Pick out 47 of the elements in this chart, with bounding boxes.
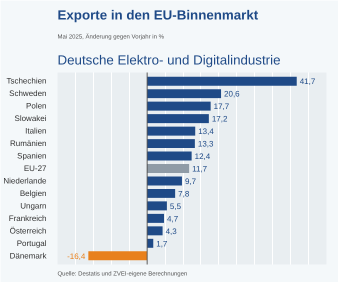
bar — [88, 251, 148, 260]
bar — [147, 76, 297, 86]
bar — [147, 164, 190, 173]
y-tick-label: Rumänien — [10, 139, 47, 148]
data-label: 5,5 — [170, 202, 182, 211]
data-label: 41,7 — [300, 77, 316, 86]
y-tick-label: Schweden — [9, 89, 46, 98]
bar — [147, 188, 176, 198]
y-tick-label: Belgien — [20, 188, 46, 198]
chart-title: Exporte in den EU-Binnenmarkt — [58, 8, 259, 22]
data-label: 17,7 — [214, 102, 230, 112]
bar — [147, 102, 211, 111]
bar — [147, 139, 195, 148]
data-label: 1,7 — [156, 239, 168, 248]
y-tick-label: Dänemark — [10, 251, 48, 260]
data-label: 13,4 — [198, 127, 214, 136]
y-tick-label: Frankreich — [8, 214, 47, 223]
y-tick-label: EU-27 — [24, 164, 48, 173]
y-tick-label: Ungarn — [20, 201, 47, 210]
bar — [147, 214, 164, 223]
bar — [147, 114, 209, 124]
y-tick-label: Niederlande — [3, 176, 48, 186]
data-label: 4,7 — [167, 214, 179, 224]
bar — [147, 238, 154, 248]
data-label: 9,7 — [184, 176, 197, 186]
y-tick-label: Tschechien — [6, 76, 47, 86]
bar — [147, 201, 167, 210]
bar — [147, 226, 163, 236]
data-label: 4,3 — [166, 226, 178, 236]
data-label: 13,3 — [198, 140, 214, 149]
data-label: 12,4 — [194, 152, 211, 162]
data-label: 20,6 — [224, 90, 240, 99]
y-tick-label: Polen — [26, 102, 47, 111]
y-tick-label: Österreich — [10, 226, 47, 236]
bar — [147, 152, 192, 161]
data-label: 17,2 — [212, 114, 228, 124]
data-label: 11,7 — [192, 164, 208, 174]
data-label: 7,8 — [178, 189, 190, 198]
y-tick-label: Italien — [25, 126, 47, 136]
bar — [147, 126, 196, 136]
data-label: -16,4 — [67, 252, 86, 261]
y-tick-label: Slowakei — [14, 114, 47, 124]
bar — [147, 176, 182, 186]
y-tick-label: Spanien — [17, 152, 46, 161]
chart-subtitle: Deutsche Elektro- und Digitalindustrie — [58, 52, 280, 68]
y-tick-label: Portugal — [16, 238, 47, 248]
bar — [147, 89, 222, 98]
